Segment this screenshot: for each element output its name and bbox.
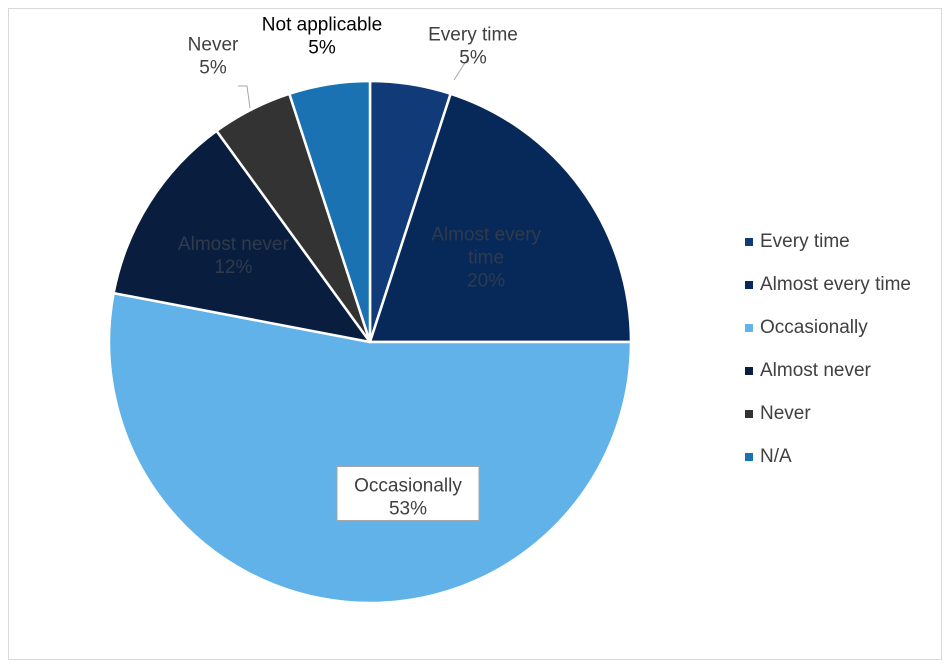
- legend-label: Occasionally: [760, 316, 868, 338]
- data-label: Not applicable 5%: [262, 15, 382, 59]
- pie-slice: [368, 92, 633, 344]
- legend-label: Every time: [760, 230, 850, 252]
- legend-item: N/A: [745, 435, 911, 478]
- data-label: Every time 5%: [428, 25, 518, 69]
- legend-swatch: [745, 280, 753, 289]
- legend-item: Occasionally: [745, 306, 911, 349]
- legend-swatch: [745, 409, 753, 418]
- pie-slice: [112, 129, 372, 344]
- pie-slice: [107, 291, 633, 605]
- legend-item: Almost never: [745, 349, 911, 392]
- leader-line: [453, 57, 469, 81]
- legend-item: Almost every time: [745, 263, 911, 306]
- data-label: Never 5%: [188, 35, 239, 79]
- legend-swatch: [745, 366, 753, 375]
- legend-item: Every time: [745, 220, 911, 263]
- legend-label: Almost never: [760, 359, 871, 381]
- legend-swatch: [745, 237, 753, 246]
- legend-label: Never: [760, 402, 811, 424]
- legend: Every time Almost every time Occasionall…: [745, 220, 911, 478]
- legend-swatch: [745, 323, 753, 332]
- legend-label: Almost every time: [760, 273, 911, 295]
- data-label: Occasionally 53%: [354, 476, 462, 520]
- pie-slice: [288, 79, 372, 344]
- data-label: Almost every time 20%: [431, 225, 541, 292]
- data-label: Almost never 12%: [178, 234, 290, 278]
- leader-line: [238, 85, 251, 109]
- legend-item: Never: [745, 392, 911, 435]
- legend-swatch: [745, 452, 753, 461]
- legend-label: N/A: [760, 445, 792, 467]
- data-label-box: [336, 466, 480, 521]
